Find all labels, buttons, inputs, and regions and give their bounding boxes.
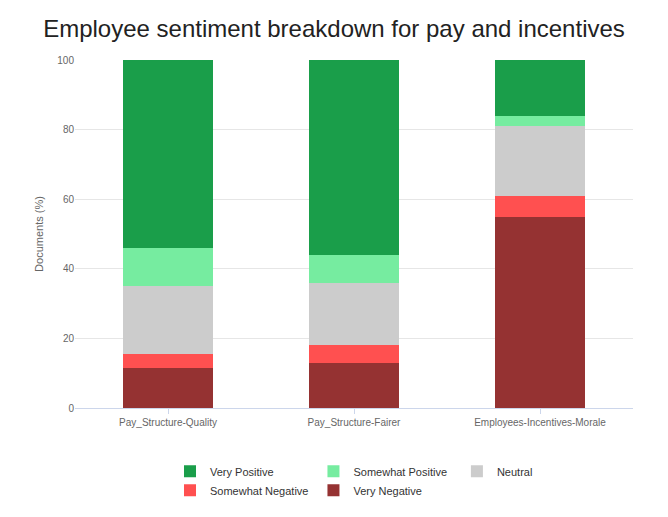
svg-text:40: 40 <box>63 263 75 274</box>
svg-text:60: 60 <box>63 194 75 205</box>
svg-text:Pay_Structure-Quality: Pay_Structure-Quality <box>119 417 217 428</box>
svg-text:Employee sentiment breakdown f: Employee sentiment breakdown for pay and… <box>43 15 625 42</box>
svg-text:80: 80 <box>63 124 75 135</box>
svg-text:Somewhat Negative: Somewhat Negative <box>210 485 308 497</box>
svg-text:Very Negative: Very Negative <box>353 485 421 497</box>
svg-text:Employees-Incentives-Morale: Employees-Incentives-Morale <box>474 417 606 428</box>
svg-text:100: 100 <box>57 55 74 66</box>
svg-text:Documents (%): Documents (%) <box>33 196 45 272</box>
svg-text:Neutral: Neutral <box>497 466 532 478</box>
svg-text:20: 20 <box>63 333 75 344</box>
svg-text:0: 0 <box>68 403 74 414</box>
svg-text:Pay_Structure-Fairer: Pay_Structure-Fairer <box>308 417 401 428</box>
svg-text:Very Positive: Very Positive <box>210 466 274 478</box>
svg-text:Somewhat Positive: Somewhat Positive <box>353 466 447 478</box>
